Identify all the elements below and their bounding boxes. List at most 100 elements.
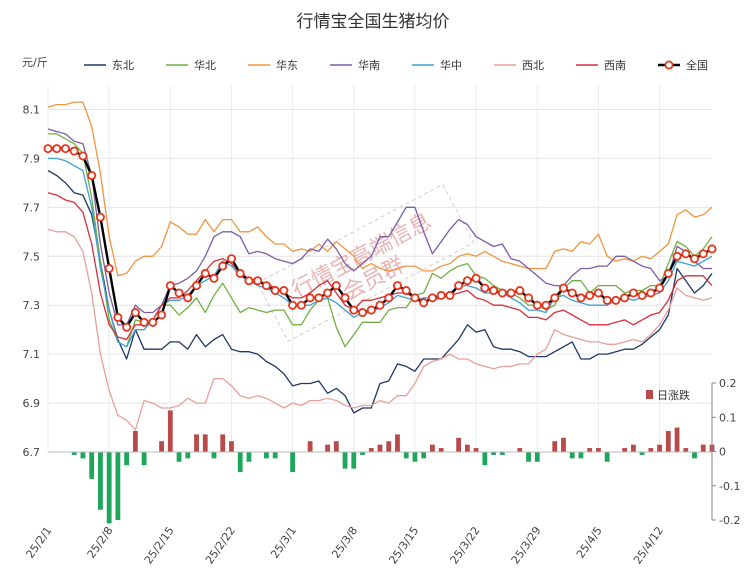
x-tick-label: 25/3/22 — [448, 524, 483, 566]
point-全国 — [358, 308, 368, 318]
bar-daily-change — [351, 451, 357, 469]
series-line-西北 — [47, 228, 713, 431]
point-全国 — [270, 286, 280, 296]
bar-daily-change — [464, 444, 470, 452]
point-全国 — [95, 212, 105, 222]
bar-daily-change — [395, 434, 400, 452]
series-line-华东 — [47, 101, 713, 277]
bar-daily-change — [386, 441, 392, 452]
point-全国 — [261, 281, 271, 291]
point-全国 — [43, 144, 53, 154]
bar-daily-change — [499, 451, 505, 455]
x-tick-label: 25/3/8 — [329, 524, 360, 560]
point-全国 — [183, 293, 193, 303]
bar-daily-change — [578, 451, 584, 459]
bar-daily-change — [98, 451, 103, 510]
point-全国 — [454, 281, 464, 291]
legend-label-华中: 华中 — [440, 58, 462, 72]
point-全国 — [192, 281, 202, 291]
legend-label-西南: 西南 — [604, 59, 626, 72]
bar-daily-change — [639, 451, 645, 455]
y-tick-label: 6.7 — [23, 446, 41, 459]
legend-label-华东: 华东 — [276, 58, 298, 72]
bar-daily-change — [657, 444, 662, 452]
legend-marker-全国 — [664, 60, 674, 70]
point-全国 — [602, 295, 612, 305]
daily-change-bars — [71, 410, 715, 524]
bar-daily-change — [211, 451, 217, 459]
point-全国 — [314, 293, 324, 303]
point-全国 — [401, 286, 411, 296]
bar-daily-change — [569, 451, 575, 459]
x-tick-label: 25/2/8 — [85, 524, 116, 560]
point-全国 — [104, 263, 114, 273]
point-全国 — [427, 293, 437, 303]
bar-daily-change — [561, 437, 566, 452]
bar-daily-change — [342, 451, 348, 469]
point-全国 — [611, 295, 621, 305]
y-tick-label: 7.5 — [23, 250, 41, 263]
legend-swatch-bars — [646, 390, 653, 399]
bar-daily-change — [202, 434, 208, 452]
bar-daily-change — [132, 430, 138, 452]
bar-daily-change — [665, 430, 671, 452]
legend-label-华南: 华南 — [358, 58, 380, 72]
bar-daily-change — [272, 451, 278, 459]
point-全国 — [340, 293, 350, 303]
bar-daily-change — [176, 451, 182, 462]
point-全国 — [157, 310, 167, 320]
point-全国 — [410, 293, 420, 303]
point-全国 — [620, 293, 630, 303]
x-tick-label: 25/3/15 — [386, 524, 421, 566]
point-全国 — [69, 146, 79, 156]
point-全国 — [375, 300, 385, 310]
y-tick-label: 7.9 — [23, 152, 41, 165]
point-全国 — [628, 288, 638, 298]
bar-daily-change — [517, 448, 523, 452]
bar-daily-change — [552, 441, 558, 452]
bar-daily-change — [185, 451, 191, 459]
point-全国 — [445, 290, 455, 300]
x-tick-label: 25/2/22 — [203, 524, 238, 566]
y-tick-label: 8.1 — [23, 103, 41, 116]
bar-daily-change — [290, 451, 296, 473]
y2-tick-label: 0.1 — [719, 411, 737, 424]
bar-daily-change — [115, 451, 121, 520]
point-全国 — [690, 254, 700, 264]
bar-daily-change — [622, 448, 628, 452]
point-全国 — [288, 300, 298, 310]
point-全国 — [60, 144, 70, 154]
point-全国 — [524, 293, 534, 303]
bar-daily-change — [526, 451, 531, 462]
bar-daily-change — [482, 451, 488, 466]
point-全国 — [226, 254, 236, 264]
bar-daily-change — [246, 451, 252, 462]
legend-label-华北: 华北 — [194, 58, 216, 72]
point-全国 — [480, 283, 490, 293]
point-全国 — [235, 268, 245, 278]
point-全国 — [655, 283, 665, 293]
bar-daily-change — [683, 448, 689, 452]
bar-daily-change — [630, 444, 636, 452]
point-全国 — [52, 144, 62, 154]
series-lines — [43, 101, 717, 431]
point-全国 — [506, 288, 516, 298]
point-全国 — [637, 290, 647, 300]
point-全国 — [567, 288, 577, 298]
point-全国 — [663, 268, 673, 278]
bar-daily-change — [106, 451, 112, 524]
point-全国 — [323, 288, 333, 298]
bar-daily-change — [403, 451, 409, 459]
point-全国 — [78, 151, 88, 161]
point-全国 — [305, 293, 315, 303]
bar-daily-change — [491, 451, 496, 455]
point-全国 — [296, 300, 306, 310]
point-全国 — [419, 298, 429, 308]
point-全国 — [331, 281, 341, 291]
point-全国 — [436, 290, 446, 300]
series-line-东北 — [47, 170, 713, 414]
x-tick-label: 25/3/29 — [509, 524, 544, 566]
bar-daily-change — [333, 441, 339, 452]
